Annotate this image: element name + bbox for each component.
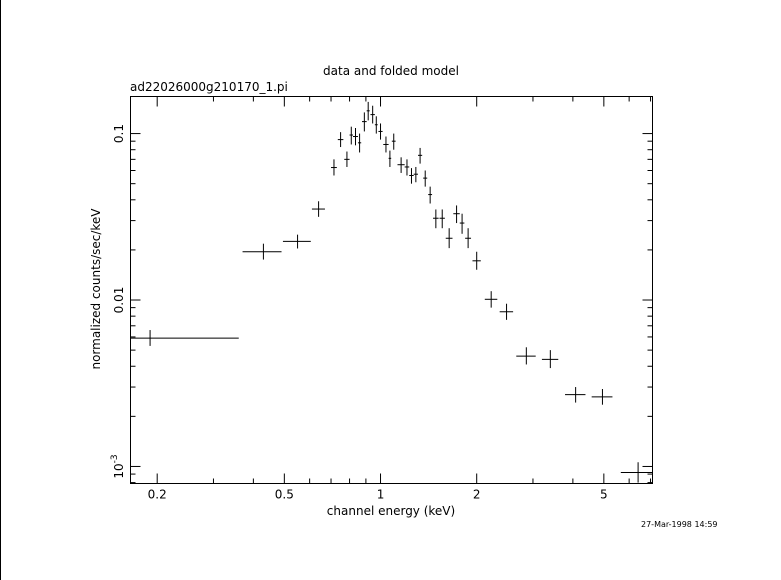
- data-point: [591, 388, 613, 405]
- x-axis-label: channel energy (keV): [327, 504, 455, 518]
- x-tick-label: 0.2: [148, 488, 167, 502]
- plot-frame: [130, 96, 653, 484]
- timestamp: 27-Mar-1998 14:59: [641, 520, 718, 529]
- data-point: [383, 136, 389, 153]
- data-point: [516, 347, 536, 365]
- y-tick-label: 0.1: [112, 124, 126, 143]
- data-point: [361, 112, 367, 132]
- chart-title: data and folded model: [323, 64, 459, 78]
- data-point: [352, 128, 358, 146]
- data-point: [413, 166, 418, 183]
- data-point: [388, 150, 392, 167]
- data-point: [378, 123, 383, 140]
- tick-marks: [130, 96, 653, 484]
- data-point: [370, 105, 375, 124]
- data-point: [459, 213, 465, 234]
- data-point: [484, 291, 498, 308]
- data-point: [541, 350, 559, 369]
- data-point: [391, 133, 396, 150]
- x-tick-label: 2: [473, 488, 481, 502]
- data-point: [445, 228, 453, 249]
- data-point: [620, 462, 653, 483]
- data-point: [433, 209, 439, 229]
- data-point: [374, 116, 378, 134]
- x-tick-label: 1: [377, 488, 385, 502]
- data-point: [357, 133, 362, 153]
- data-point: [409, 168, 414, 184]
- data-point: [423, 170, 428, 187]
- data-point: [311, 201, 325, 217]
- data-point: [282, 234, 311, 249]
- data-point: [565, 387, 586, 403]
- data-point: [344, 151, 350, 167]
- data-points: [130, 101, 653, 483]
- left-border-line: [0, 0, 1, 580]
- chart-subtitle: ad22026000g210170_1.pi: [130, 80, 288, 94]
- data-point: [397, 157, 405, 173]
- x-tick-label: 0.5: [275, 488, 294, 502]
- data-point: [417, 147, 423, 164]
- data-point: [404, 159, 410, 176]
- data-point: [349, 126, 353, 145]
- data-point: [499, 303, 514, 320]
- y-tick-label: 0.01: [112, 287, 126, 314]
- y-tick-label: 10-3: [110, 454, 126, 478]
- data-point: [130, 330, 239, 346]
- data-point: [337, 132, 344, 148]
- data-point: [472, 251, 481, 270]
- data-point: [428, 186, 433, 204]
- data-point: [366, 101, 370, 121]
- tick-labels: 0.2 0.5 1 2 5 0.1 0.01 10-3: [110, 124, 608, 501]
- y-axis-label: normalized counts/sec/keV: [89, 208, 103, 370]
- data-point: [331, 159, 337, 176]
- data-point: [465, 228, 472, 249]
- data-point: [242, 243, 282, 260]
- data-point: [439, 209, 445, 229]
- data-point: [453, 205, 460, 224]
- x-tick-label: 5: [600, 488, 608, 502]
